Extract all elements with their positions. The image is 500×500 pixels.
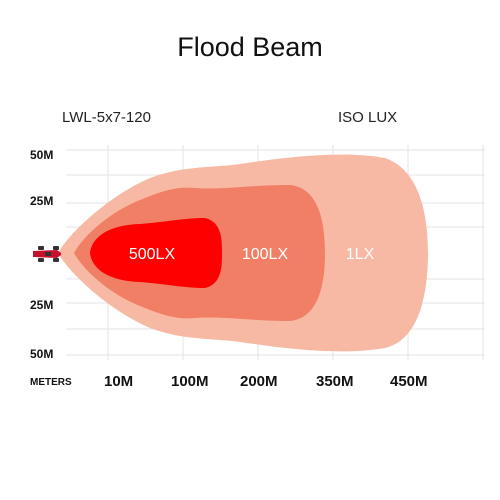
x-label-10m: 10M: [104, 373, 134, 390]
zone-500lx: [90, 218, 222, 288]
zone-label-1lx: 1LX: [346, 246, 375, 263]
y-label-25m-bottom: 25M: [30, 298, 54, 312]
model-label: LWL-5x7-120: [62, 109, 151, 126]
iso-lux-label: ISO LUX: [338, 109, 398, 126]
x-axis-name: METERS: [30, 377, 72, 388]
x-label-200m: 200M: [240, 373, 278, 390]
chart-title: Flood Beam: [177, 32, 323, 62]
zone-label-100lx: 100LX: [242, 246, 289, 263]
y-label-50m-top: 50M: [30, 148, 54, 162]
zone-label-500lx: 500LX: [129, 246, 176, 263]
car-icon: [33, 246, 61, 262]
x-label-100m: 100M: [171, 373, 209, 390]
y-label-25m-top: 25M: [30, 194, 54, 208]
y-label-50m-bottom: 50M: [30, 347, 54, 361]
x-label-350m: 350M: [316, 373, 354, 390]
x-label-450m: 450M: [390, 373, 428, 390]
